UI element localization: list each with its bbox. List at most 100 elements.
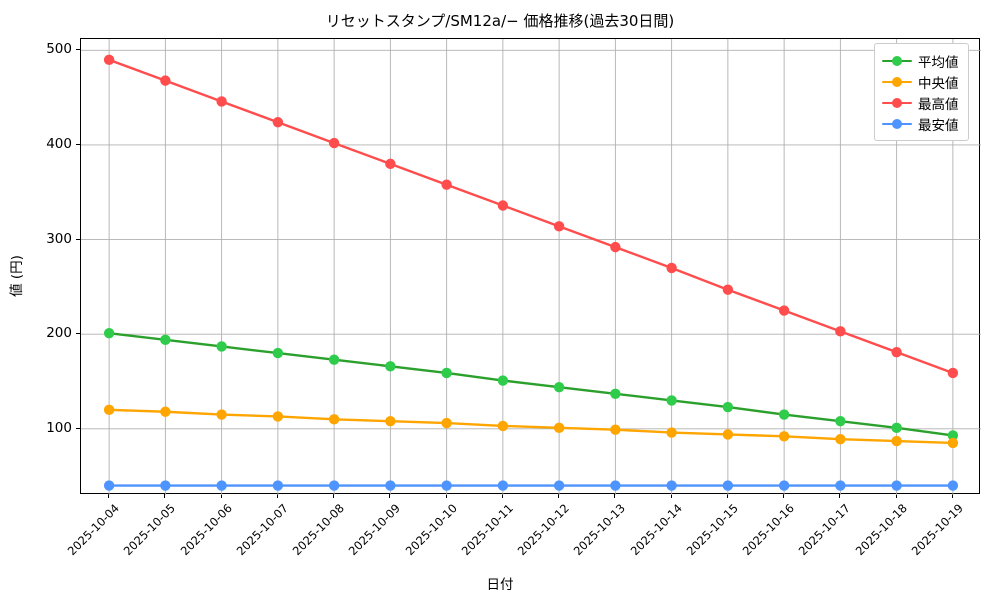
y-tick-mark [76, 143, 80, 145]
series-marker [497, 375, 509, 386]
series-line [107, 58, 955, 375]
series-marker [385, 158, 396, 170]
x-tick-mark [614, 494, 616, 498]
legend-swatch-icon [882, 96, 912, 110]
series-marker [610, 241, 621, 253]
x-tick-mark [164, 494, 166, 498]
legend-label: 最安値 [918, 117, 959, 134]
y-tick-label: 100 [46, 419, 72, 436]
x-tick-mark [951, 494, 953, 498]
series-marker [947, 367, 959, 379]
legend-label: 中央値 [918, 75, 959, 92]
series-marker [103, 54, 115, 66]
series-marker [666, 427, 677, 438]
series-marker [385, 361, 396, 372]
y-tick-label: 300 [46, 230, 72, 247]
series-marker [947, 437, 959, 449]
x-tick-mark [839, 494, 841, 498]
series-marker [610, 424, 621, 435]
series-marker [891, 435, 902, 447]
legend-item[interactable]: 中央値 [882, 71, 959, 92]
series-marker [835, 326, 846, 337]
legend-swatch-icon [882, 75, 912, 89]
x-tick-mark [895, 494, 897, 498]
series-marker [272, 117, 284, 128]
series-marker [835, 416, 846, 427]
chart-title: リセットスタンプ/SM12a/− 価格推移(過去30日間) [325, 12, 675, 30]
series-marker [778, 409, 790, 420]
series-marker [722, 401, 734, 413]
y-tick-label: 500 [46, 41, 72, 58]
x-tick-label: 2025-10-05 [121, 501, 179, 559]
x-tick-label: 2025-10-04 [64, 501, 123, 559]
series-marker [441, 179, 452, 190]
series-marker [835, 433, 846, 445]
y-tick-label: 200 [46, 325, 72, 342]
x-tick-mark [783, 494, 785, 498]
series-marker [722, 429, 734, 440]
series-marker [666, 480, 677, 491]
x-tick-mark [220, 494, 222, 498]
series-marker [328, 480, 340, 491]
x-axis-label: 日付 [486, 577, 514, 593]
series-marker [610, 480, 621, 491]
series-marker [216, 480, 227, 491]
y-tick-label: 400 [46, 135, 72, 152]
x-tick-mark [558, 494, 560, 498]
legend-marker-dot [892, 118, 902, 129]
x-tick-label: 2025-10-06 [177, 501, 235, 559]
legend-item[interactable]: 平均値 [882, 50, 959, 71]
series-marker [160, 480, 171, 491]
series-marker [441, 367, 452, 379]
data-series-layer [103, 54, 959, 491]
series-marker [216, 96, 227, 107]
series-marker [553, 480, 565, 491]
x-tick-mark [108, 494, 110, 498]
x-tick-mark [445, 494, 447, 498]
y-axis-label: 値 (円) [8, 255, 25, 297]
x-tick-label: 2025-10-11 [458, 501, 516, 559]
series-marker [385, 480, 396, 491]
series-marker [722, 480, 734, 491]
series-marker [891, 346, 902, 358]
series-marker [553, 221, 565, 232]
series-line [107, 408, 955, 445]
y-tick-mark [76, 49, 80, 51]
legend-marker-dot [892, 97, 902, 108]
legend-item[interactable]: 最安値 [882, 113, 959, 134]
y-tick-mark [76, 427, 80, 429]
x-tick-label: 2025-10-10 [402, 501, 460, 559]
series-marker [497, 480, 509, 491]
series-marker [272, 411, 284, 422]
x-tick-mark [389, 494, 391, 498]
series-marker [553, 422, 565, 434]
chart-legend: 平均値中央値 最高値最安値 [874, 43, 969, 141]
series-marker [441, 480, 452, 491]
series-marker [778, 431, 790, 442]
x-tick-label: 2025-10-15 [683, 501, 741, 559]
series-marker [160, 75, 171, 86]
legend-label: 平均値 [918, 54, 959, 71]
series-marker [497, 420, 509, 432]
series-marker [103, 328, 115, 339]
legend-swatch-icon [882, 54, 912, 68]
series-marker [385, 416, 396, 427]
series-marker [272, 347, 284, 359]
y-axis-tick-labels: 100 200 300 400 500 [30, 38, 72, 494]
series-marker [778, 305, 790, 316]
series-marker [160, 406, 171, 417]
series-marker [328, 137, 340, 149]
x-tick-label: 2025-10-08 [289, 501, 348, 559]
plot-area [80, 38, 981, 495]
x-tick-mark [333, 494, 335, 498]
x-tick-label: 2025-10-13 [571, 501, 629, 559]
x-tick-label: 2025-10-17 [796, 501, 854, 559]
x-tick-label: 2025-10-19 [908, 501, 966, 559]
series-marker [328, 354, 340, 365]
x-tick-label: 2025-10-12 [514, 501, 573, 559]
x-tick-mark [501, 494, 503, 498]
chart-figure: リセットスタンプ/SM12a/− 価格推移(過去30日間) 値 (円) 日付 1… [8, 12, 981, 593]
series-marker [835, 480, 846, 491]
series-marker [891, 422, 902, 434]
legend-item[interactable]: 最高値 [882, 92, 959, 113]
